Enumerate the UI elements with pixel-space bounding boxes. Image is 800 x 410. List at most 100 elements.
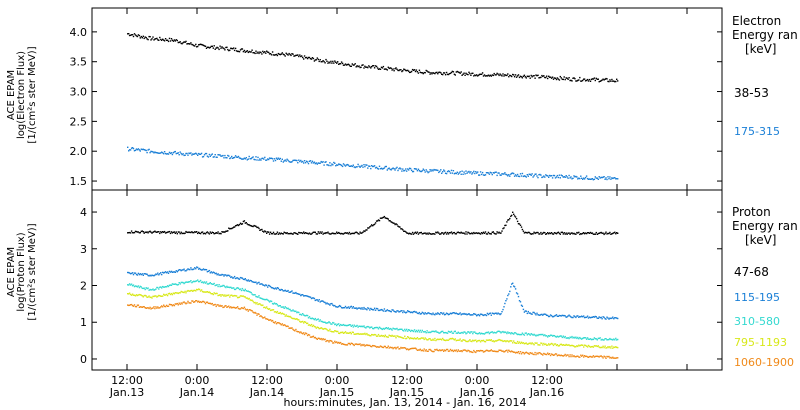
proton-point	[160, 306, 162, 308]
proton-point	[163, 294, 166, 296]
electron-point	[442, 171, 444, 173]
proton-point	[510, 351, 512, 353]
electron-point	[508, 76, 510, 78]
electron-point	[503, 173, 505, 175]
electron-point	[473, 75, 475, 77]
proton-point	[534, 232, 536, 235]
electron-point	[394, 169, 396, 171]
proton-legend: Proton Energy ran [keV] 47-68 115-195 31…	[732, 205, 798, 369]
proton-point	[283, 231, 285, 233]
proton-point	[200, 281, 203, 284]
proton-point	[362, 231, 364, 233]
electron-point	[161, 39, 163, 41]
proton-point	[280, 324, 282, 326]
electron-point	[216, 46, 218, 49]
proton-series-795-1193	[127, 288, 619, 349]
electron-point	[447, 73, 450, 76]
proton-point	[404, 335, 406, 337]
electron-point	[296, 159, 298, 162]
electron-point	[462, 173, 464, 175]
electron-point	[255, 50, 257, 52]
electron-point	[212, 156, 214, 158]
electron-point	[614, 81, 616, 83]
proton-point	[599, 337, 601, 339]
proton-point	[337, 342, 339, 344]
proton-point	[367, 325, 369, 328]
electron-point	[595, 77, 597, 80]
electron-point	[307, 56, 310, 59]
proton-point	[128, 304, 131, 306]
proton-point	[477, 333, 479, 335]
electron-point	[292, 159, 294, 162]
proton-point	[254, 301, 256, 304]
electron-point	[409, 71, 412, 73]
proton-point	[308, 316, 311, 318]
proton-point	[498, 349, 500, 351]
electron-point	[132, 35, 135, 38]
proton-point	[361, 343, 363, 346]
proton-point	[170, 270, 173, 273]
proton-point	[551, 233, 554, 235]
electron-point	[534, 77, 536, 79]
proton-point	[233, 277, 235, 279]
electron-point	[274, 54, 277, 56]
proton-point	[387, 327, 389, 329]
electron-point	[510, 75, 512, 77]
electron-point	[547, 77, 549, 80]
proton-point	[269, 300, 272, 302]
proton-point	[522, 333, 525, 336]
electron-point	[324, 161, 326, 163]
electron-point	[268, 51, 270, 54]
proton-point	[142, 306, 144, 308]
proton-point	[325, 322, 327, 324]
proton-point	[385, 335, 387, 338]
proton-point	[583, 356, 585, 358]
proton-point	[295, 318, 297, 320]
proton-point	[562, 355, 564, 357]
proton-point	[256, 226, 258, 229]
proton-point	[448, 232, 451, 234]
proton-point	[176, 292, 178, 294]
electron-point	[153, 152, 155, 154]
proton-point	[512, 332, 514, 335]
proton-point	[390, 335, 392, 337]
proton-point	[169, 303, 172, 306]
proton-point	[155, 231, 157, 233]
proton-point	[325, 232, 327, 234]
proton-point	[148, 275, 150, 277]
proton-point	[522, 308, 525, 311]
electron-point	[255, 156, 257, 158]
proton-point	[475, 351, 477, 354]
electron-point	[297, 54, 299, 56]
electron-point	[573, 77, 575, 79]
proton-point	[187, 268, 189, 270]
proton-point	[328, 341, 330, 343]
proton-point	[573, 315, 575, 317]
proton-point	[513, 351, 515, 353]
proton-point	[435, 231, 437, 233]
proton-point	[413, 347, 416, 349]
electron-point	[429, 169, 431, 171]
electron-point	[566, 77, 568, 79]
electron-point	[142, 148, 144, 150]
electron-point	[315, 59, 317, 61]
proton-point	[236, 287, 239, 289]
proton-point	[203, 291, 206, 293]
proton-point	[357, 307, 359, 309]
proton-point	[526, 343, 528, 345]
electron-point	[338, 163, 340, 165]
electron-point	[237, 155, 240, 158]
proton-point	[302, 333, 304, 335]
electron-point	[456, 70, 458, 73]
proton-point	[401, 328, 403, 330]
proton-point	[420, 231, 422, 234]
proton-point	[457, 349, 459, 351]
proton-point	[279, 311, 281, 314]
electron-point	[449, 172, 452, 174]
electron-point	[135, 148, 138, 150]
proton-point	[574, 346, 576, 348]
proton-point	[153, 306, 155, 308]
proton-point	[559, 233, 561, 235]
electron-point	[144, 36, 146, 38]
proton-point	[383, 328, 386, 330]
